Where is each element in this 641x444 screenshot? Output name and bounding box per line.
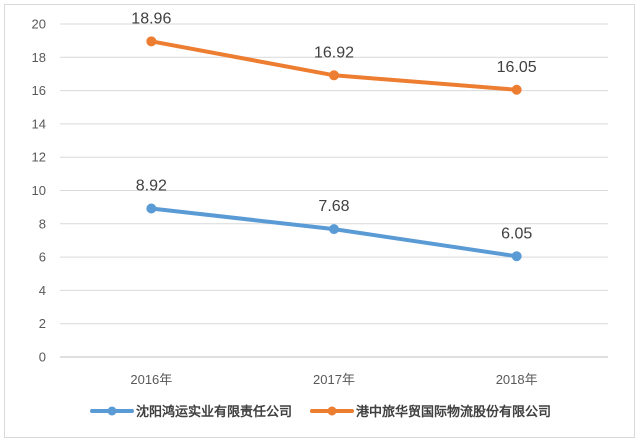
- y-axis: 0 2 4 6 8 10 12 14 16 18 20: [32, 17, 46, 365]
- legend: 沈阳鸿运实业有限责任公司 港中旅华贸国际物流股份有限公司: [90, 404, 551, 420]
- y-tick-label: 2: [39, 316, 46, 331]
- series-layer: [146, 36, 522, 262]
- data-label: 18.96: [131, 10, 171, 27]
- y-tick-label: 16: [32, 83, 46, 98]
- data-label: 8.92: [136, 177, 167, 194]
- y-tick-label: 6: [39, 250, 46, 265]
- legend-label: 沈阳鸿运实业有限责任公司: [136, 404, 292, 420]
- x-axis: 2016年 2017年 2018年: [130, 372, 537, 387]
- legend-label: 港中旅华贸国际物流股份有限公司: [356, 404, 551, 420]
- chart-frame: [4, 4, 635, 438]
- y-tick-label: 18: [32, 50, 46, 65]
- x-tick-label: 2018年: [496, 372, 538, 387]
- legend-swatch-marker: [107, 406, 117, 416]
- y-tick-label: 4: [39, 283, 46, 298]
- data-point: [511, 251, 522, 262]
- y-tick-label: 14: [32, 116, 46, 131]
- data-label: 16.92: [314, 44, 354, 61]
- data-label: 6.05: [501, 225, 532, 242]
- data-labels: 8.92 7.68 6.05 18.96 16.92 16.05: [131, 10, 536, 242]
- x-tick-label: 2017年: [313, 372, 355, 387]
- y-tick-label: 10: [32, 183, 46, 198]
- y-tick-label: 20: [32, 17, 46, 32]
- data-point: [329, 224, 339, 235]
- data-point: [329, 70, 339, 81]
- y-tick-label: 0: [39, 350, 46, 365]
- legend-swatch-marker: [327, 406, 337, 416]
- data-label: 16.05: [497, 59, 537, 76]
- y-tick-label: 8: [39, 216, 46, 231]
- gridlines: [60, 23, 608, 358]
- data-point: [146, 203, 157, 214]
- y-tick-label: 12: [32, 150, 46, 165]
- data-point: [511, 84, 522, 95]
- data-point: [146, 36, 157, 47]
- data-label: 7.68: [318, 198, 349, 215]
- x-tick-label: 2016年: [130, 372, 172, 387]
